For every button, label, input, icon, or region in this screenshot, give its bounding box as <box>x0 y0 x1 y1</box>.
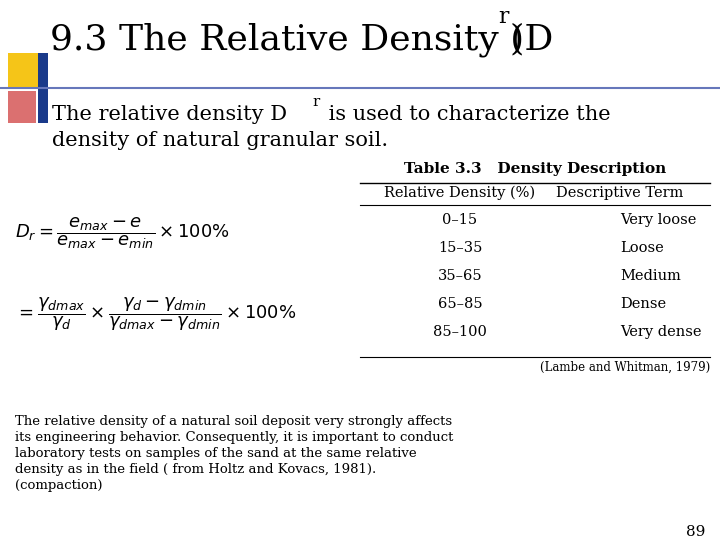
Text: density of natural granular soil.: density of natural granular soil. <box>52 131 388 150</box>
Text: 89: 89 <box>685 525 705 539</box>
Text: 0–15: 0–15 <box>442 213 477 227</box>
Text: 15–35: 15–35 <box>438 241 482 255</box>
Text: 35–65: 35–65 <box>438 269 482 283</box>
Text: Descriptive Term: Descriptive Term <box>557 186 684 200</box>
Text: (Lambe and Whitman, 1979): (Lambe and Whitman, 1979) <box>540 361 710 374</box>
Text: (compaction): (compaction) <box>15 479 102 492</box>
Text: 65–85: 65–85 <box>438 297 482 311</box>
Text: is used to characterize the: is used to characterize the <box>322 105 611 124</box>
Bar <box>8 91 36 123</box>
Text: Very loose: Very loose <box>620 213 696 227</box>
Text: 9.3 The Relative Density (D: 9.3 The Relative Density (D <box>50 22 554 57</box>
Text: Medium: Medium <box>620 269 681 283</box>
Text: Loose: Loose <box>620 241 664 255</box>
Text: its engineering behavior. Consequently, it is important to conduct: its engineering behavior. Consequently, … <box>15 431 454 444</box>
Text: $= \dfrac{\gamma_{dmax}}{\gamma_d} \times \dfrac{\gamma_d - \gamma_{dmin}}{\gamm: $= \dfrac{\gamma_{dmax}}{\gamma_d} \time… <box>15 295 297 333</box>
Text: $D_r = \dfrac{e_{max} - e}{e_{max} - e_{min}} \times 100\%$: $D_r = \dfrac{e_{max} - e}{e_{max} - e_{… <box>15 215 230 251</box>
Text: 85–100: 85–100 <box>433 325 487 339</box>
Text: The relative density of a natural soil deposit very strongly affects: The relative density of a natural soil d… <box>15 415 452 428</box>
Text: The relative density D: The relative density D <box>52 105 287 124</box>
Text: Table 3.3   Density Description: Table 3.3 Density Description <box>404 162 666 176</box>
Text: laboratory tests on samples of the sand at the same relative: laboratory tests on samples of the sand … <box>15 447 417 460</box>
Text: Very dense: Very dense <box>620 325 701 339</box>
Text: ): ) <box>510 22 524 56</box>
Bar <box>38 53 48 123</box>
Text: density as in the field ( from Holtz and Kovacs, 1981).: density as in the field ( from Holtz and… <box>15 463 377 476</box>
Text: r: r <box>312 95 319 109</box>
Text: Dense: Dense <box>620 297 666 311</box>
Text: r: r <box>498 6 508 28</box>
Text: Relative Density (%): Relative Density (%) <box>384 186 536 200</box>
Bar <box>8 53 46 88</box>
